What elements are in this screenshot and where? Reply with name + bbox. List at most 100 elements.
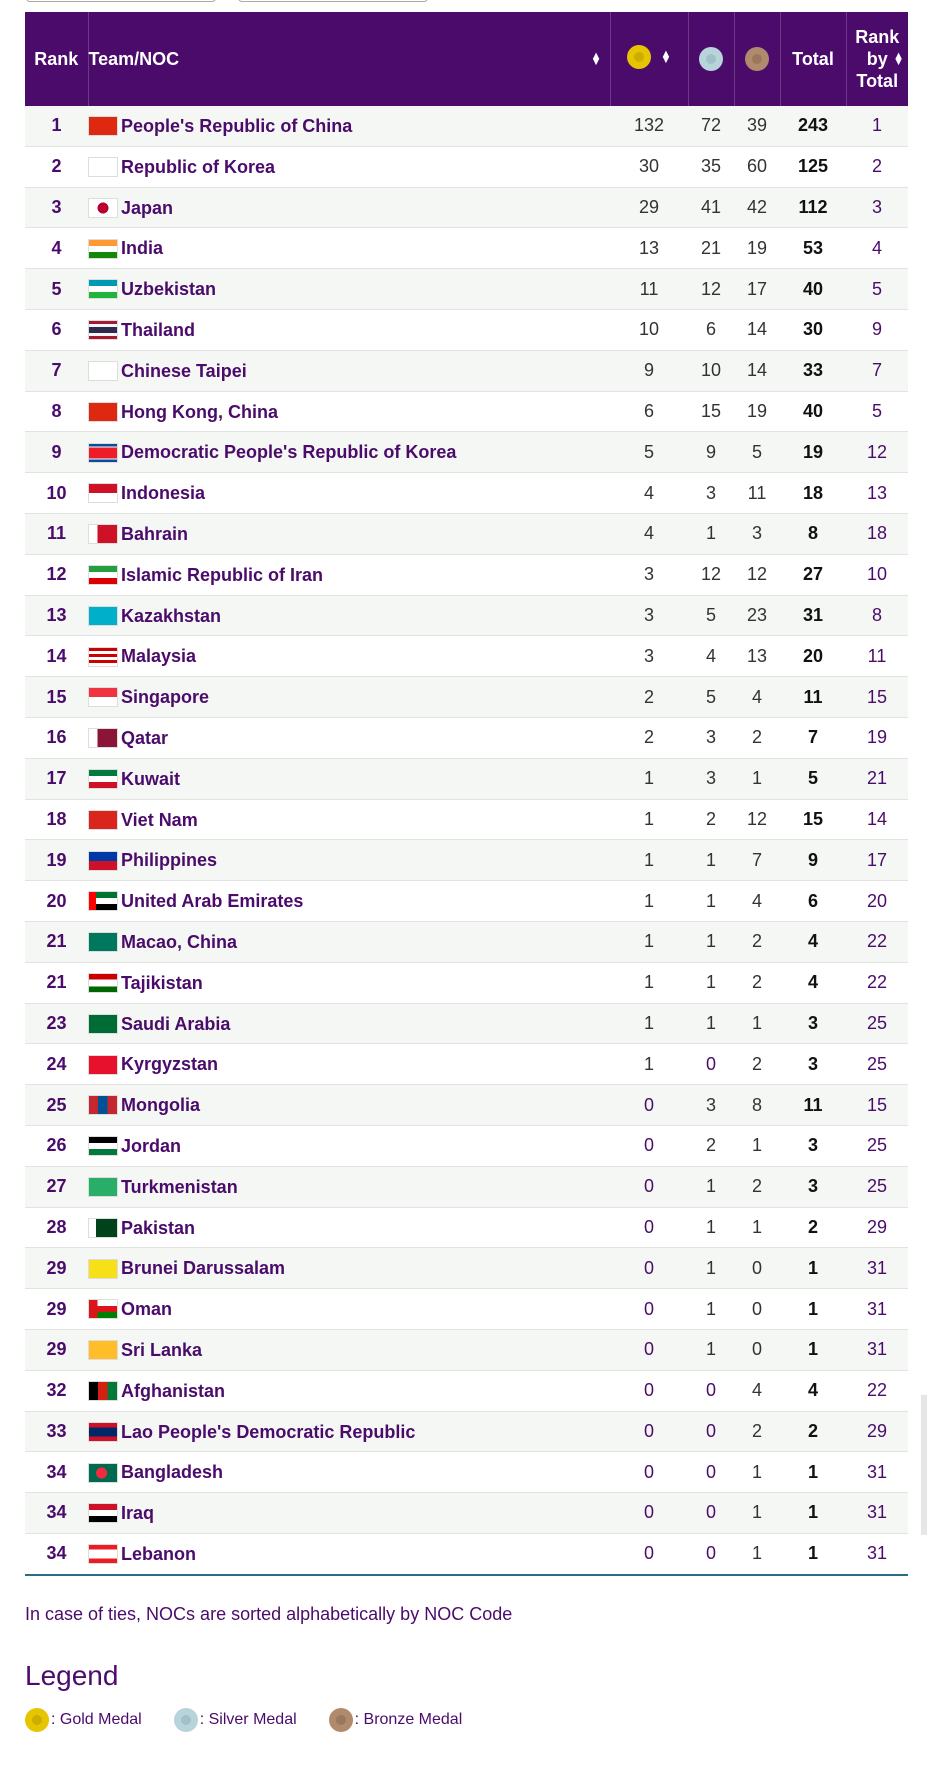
team-name-link[interactable]: Lebanon <box>121 1543 196 1564</box>
team-cell[interactable]: Oman <box>88 1288 610 1330</box>
bronze-header[interactable] <box>734 12 781 106</box>
rank-by-total-header[interactable]: Rank by Total ▲ ▼ <box>846 12 908 106</box>
team-cell[interactable]: Kyrgyzstan <box>88 1043 610 1086</box>
team-name-link[interactable]: Kyrgyzstan <box>121 1054 219 1075</box>
team-name-link[interactable]: Mongolia <box>121 1094 200 1115</box>
team-cell[interactable]: People's Republic of China <box>88 106 610 147</box>
team-header[interactable]: Team/NOC ▲ ▼ <box>88 12 611 106</box>
team-cell[interactable]: Thailand <box>88 309 610 351</box>
team-name-link[interactable]: Singapore <box>121 686 210 707</box>
rank-cell: 34 <box>25 1492 88 1534</box>
team-cell[interactable]: Viet Nam <box>88 799 610 841</box>
team-cell[interactable]: Lebanon <box>88 1533 610 1576</box>
team-name-link[interactable]: Hong Kong, China <box>121 401 278 422</box>
team-name-link[interactable]: Tajikistan <box>121 972 203 993</box>
bronze-count: 1 <box>734 1207 780 1249</box>
team-cell[interactable]: Turkmenistan <box>88 1166 610 1208</box>
total-count: 40 <box>780 268 846 310</box>
team-name-link[interactable]: Viet Nam <box>121 809 198 830</box>
silver-count: 12 <box>688 554 734 596</box>
team-cell[interactable]: Democratic People's Republic of Korea <box>88 431 610 474</box>
scrollbar[interactable] <box>921 1395 927 1535</box>
sort-arrows-icon[interactable]: ▲ ▼ <box>590 50 602 68</box>
sort-arrows-icon[interactable]: ▲ ▼ <box>893 50 904 68</box>
team-cell[interactable]: Islamic Republic of Iran <box>88 554 610 596</box>
team-cell[interactable]: Singapore <box>88 676 610 718</box>
team-name-link[interactable]: Thailand <box>121 319 196 340</box>
team-cell[interactable]: Iraq <box>88 1492 610 1534</box>
team-cell[interactable]: Sri Lanka <box>88 1329 610 1371</box>
team-name-link[interactable]: Bahrain <box>121 523 189 544</box>
bronze-count: 2 <box>734 1043 780 1086</box>
team-cell[interactable]: Mongolia <box>88 1084 610 1126</box>
team-name-link[interactable]: Kazakhstan <box>121 605 222 626</box>
rank-header[interactable]: Rank <box>25 12 89 106</box>
team-name-link[interactable]: India <box>121 238 164 259</box>
team-cell[interactable]: Macao, China <box>88 921 610 963</box>
team-name-link[interactable]: Oman <box>121 1298 173 1319</box>
team-name-link[interactable]: Saudi Arabia <box>121 1013 231 1034</box>
gold-header[interactable]: ▲ ▼ <box>610 12 689 106</box>
team-cell[interactable]: Brunei Darussalam <box>88 1247 610 1290</box>
team-name-link[interactable]: Uzbekistan <box>121 278 217 299</box>
team-name-link[interactable]: Pakistan <box>121 1217 196 1238</box>
team-name-link[interactable]: Jordan <box>121 1135 182 1156</box>
filter-select-2[interactable] <box>238 0 428 2</box>
team-name-link[interactable]: Islamic Republic of Iran <box>121 564 324 585</box>
team-cell[interactable]: Bangladesh <box>88 1451 610 1494</box>
silver-count: 3 <box>688 472 734 514</box>
team-name-link[interactable]: Lao People's Democratic Republic <box>121 1421 416 1442</box>
team-cell[interactable]: Hong Kong, China <box>88 391 610 433</box>
team-name-link[interactable]: Turkmenistan <box>121 1176 238 1197</box>
filter-select-1[interactable] <box>26 0 216 2</box>
team-name-link[interactable]: United Arab Emirates <box>121 890 304 911</box>
team-name-link[interactable]: Qatar <box>121 727 169 748</box>
team-name-link[interactable]: Democratic People's Republic of Korea <box>121 442 457 463</box>
team-cell[interactable]: Japan <box>88 187 610 229</box>
team-name-link[interactable]: Sri Lanka <box>121 1339 203 1360</box>
team-cell[interactable]: Qatar <box>88 717 610 759</box>
team-name-link[interactable]: Indonesia <box>121 482 206 503</box>
total-count: 11 <box>780 1084 846 1126</box>
team-name-link[interactable]: Afghanistan <box>121 1380 226 1401</box>
team-cell[interactable]: Saudi Arabia <box>88 1003 610 1045</box>
rank-cell: 14 <box>25 635 88 678</box>
team-name-link[interactable]: Philippines <box>121 850 218 871</box>
team-name-link[interactable]: Brunei Darussalam <box>121 1258 286 1279</box>
team-name-link[interactable]: Bangladesh <box>121 1462 224 1483</box>
silver-count: 72 <box>688 106 734 147</box>
silver-header[interactable] <box>688 12 735 106</box>
silver-count: 1 <box>688 513 734 555</box>
team-name-link[interactable]: Iraq <box>121 1502 155 1523</box>
team-name-link[interactable]: Japan <box>121 197 174 218</box>
team-cell[interactable]: Malaysia <box>88 635 610 678</box>
team-cell[interactable]: Kuwait <box>88 758 610 800</box>
team-cell[interactable]: Indonesia <box>88 472 610 514</box>
sort-arrows-icon[interactable]: ▲ ▼ <box>660 47 672 66</box>
team-cell[interactable]: United Arab Emirates <box>88 880 610 922</box>
team-cell[interactable]: Lao People's Democratic Republic <box>88 1411 610 1453</box>
team-cell[interactable]: Afghanistan <box>88 1370 610 1412</box>
rank-cell: 34 <box>25 1451 88 1494</box>
table-row: 26 Jordan 0 2 1 3 25 <box>25 1125 908 1167</box>
rank-cell: 20 <box>25 880 88 922</box>
team-cell[interactable]: Philippines <box>88 839 610 882</box>
table-row: 23 Saudi Arabia 1 1 1 3 25 <box>25 1003 908 1045</box>
team-name-link[interactable]: Chinese Taipei <box>121 360 247 381</box>
team-cell[interactable]: India <box>88 227 610 270</box>
team-name-link[interactable]: Macao, China <box>121 931 238 952</box>
team-name-link[interactable]: People's Republic of China <box>121 115 353 136</box>
team-name-link[interactable]: Malaysia <box>121 646 197 667</box>
team-cell[interactable]: Tajikistan <box>88 962 610 1004</box>
team-cell[interactable]: Republic of Korea <box>88 146 610 188</box>
team-cell[interactable]: Chinese Taipei <box>88 350 610 392</box>
team-cell[interactable]: Jordan <box>88 1125 610 1167</box>
total-header[interactable]: Total <box>780 12 847 106</box>
team-name-link[interactable]: Republic of Korea <box>121 156 276 177</box>
rank-cell: 29 <box>25 1288 88 1330</box>
team-name-link[interactable]: Kuwait <box>121 768 181 789</box>
team-cell[interactable]: Bahrain <box>88 513 610 555</box>
team-cell[interactable]: Kazakhstan <box>88 595 610 637</box>
team-cell[interactable]: Pakistan <box>88 1207 610 1249</box>
team-cell[interactable]: Uzbekistan <box>88 268 610 310</box>
